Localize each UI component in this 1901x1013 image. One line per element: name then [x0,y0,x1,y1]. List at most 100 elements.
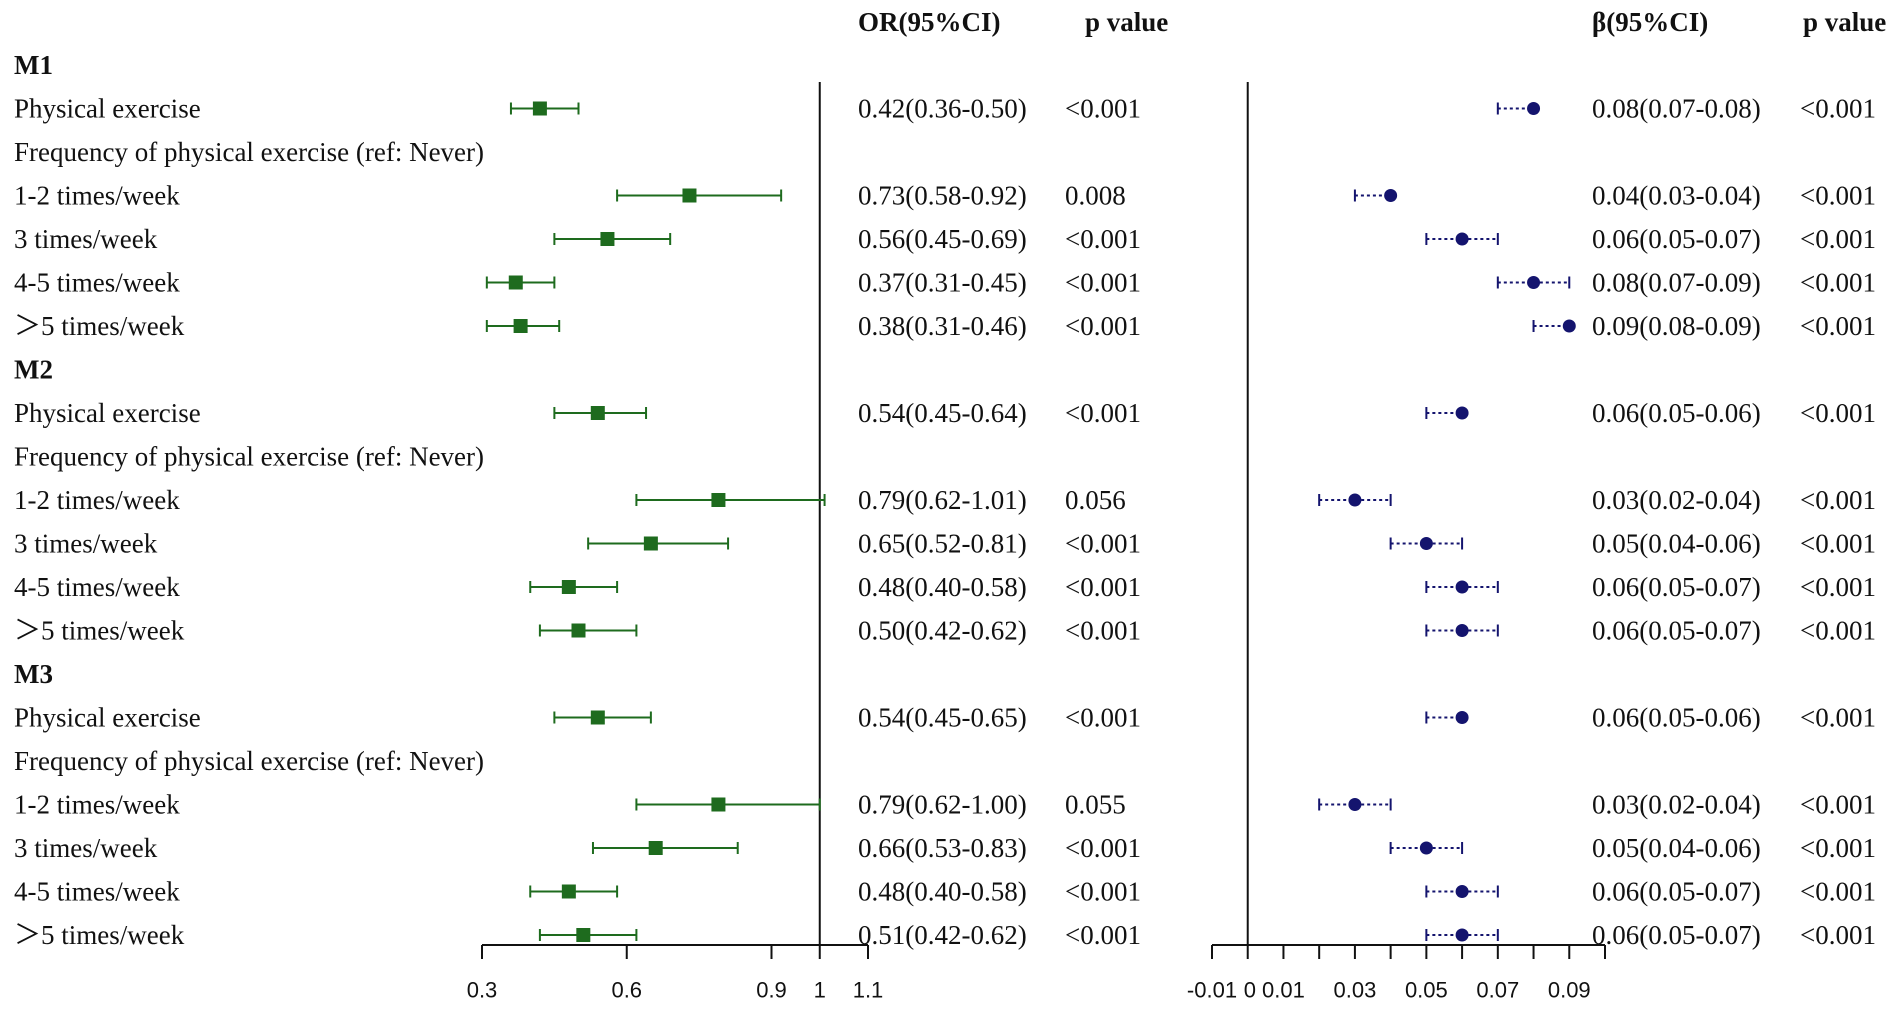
beta-p-value: <0.001 [1800,224,1876,254]
or-point-marker [711,493,726,507]
or-ci-text: 0.48(0.40-0.58) [858,572,1027,602]
or-x-tick-label: 1 [814,978,826,1003]
or-point-marker [682,188,697,203]
row-label: ＞5 times/week [14,311,185,341]
beta-ci-text: 0.06(0.05-0.07) [1592,224,1761,254]
row-label: ＞5 times/week [14,616,185,646]
row-label: Physical exercise [14,703,201,733]
row-label: 3 times/week [14,529,158,559]
or-p-value: <0.001 [1065,398,1141,428]
or-point-marker [571,623,586,638]
beta-ci-text: 0.03(0.02-0.04) [1592,790,1761,820]
beta-point-marker [1527,276,1541,289]
or-ci-text: 0.54(0.45-0.65) [858,703,1027,733]
beta-point-marker [1348,798,1362,811]
or-p-value: 0.055 [1065,790,1126,820]
or-p-value: <0.001 [1065,529,1141,559]
beta-p-value: <0.001 [1800,485,1876,515]
beta-ci-text: 0.05(0.04-0.06) [1592,529,1761,559]
beta-point-marker [1455,928,1469,942]
beta-ci-text: 0.09(0.08-0.09) [1592,311,1761,341]
row-label: 1-2 times/week [14,181,180,211]
beta-point-marker [1455,885,1469,898]
beta-p-value: <0.001 [1800,703,1876,733]
or-ci-text: 0.51(0.42-0.62) [858,920,1027,950]
or-p-value: <0.001 [1065,833,1141,863]
or-point-marker [590,710,605,725]
or-ci-text: 0.54(0.45-0.64) [858,398,1027,428]
beta-p-value: <0.001 [1800,790,1876,820]
beta-point-marker [1562,319,1576,333]
beta-p-value: <0.001 [1800,572,1876,602]
beta-p-value: <0.001 [1800,920,1876,950]
row-label: 4-5 times/week [14,268,180,298]
or-p-value-header: p value [1085,7,1168,37]
row-label: 1-2 times/week [14,485,180,515]
or-point-marker [600,232,615,246]
or-ci-text: 0.65(0.52-0.81) [858,529,1027,559]
or-point-marker [513,319,528,333]
beta-p-value: <0.001 [1800,94,1876,124]
beta-x-tick-label: 0.09 [1548,978,1591,1003]
or-p-value: <0.001 [1065,311,1141,341]
beta-ci-text: 0.03(0.02-0.04) [1592,485,1761,515]
or-x-tick-label: 1.1 [853,978,884,1003]
beta-p-value: <0.001 [1800,616,1876,646]
or-ci-text: 0.79(0.62-1.00) [858,790,1027,820]
or-point-marker [561,884,576,899]
row-label: Physical exercise [14,94,201,124]
beta-x-tick-label: 0.03 [1333,978,1376,1003]
beta-x-tick-label: 0.05 [1405,978,1448,1003]
beta-ci-text: 0.06(0.05-0.06) [1592,703,1761,733]
beta-point-marker [1527,102,1541,115]
beta-x-tick-label: -0.01 [1187,978,1237,1003]
subheader-label: Frequency of physical exercise (ref: Nev… [14,442,484,472]
model-group-label: M1 [14,50,53,80]
or-x-tick-label: 0.6 [611,978,642,1003]
beta-point-marker [1455,406,1469,420]
or-ci-header: OR(95%CI) [858,7,1001,37]
or-point-marker [532,101,547,116]
beta-point-marker [1455,580,1469,594]
or-p-value: <0.001 [1065,268,1141,298]
or-point-marker [711,797,726,812]
beta-ci-text: 0.06(0.05-0.07) [1592,572,1761,602]
beta-p-value: <0.001 [1800,268,1876,298]
beta-p-value: <0.001 [1800,877,1876,907]
or-point-marker [576,928,591,942]
or-ci-text: 0.73(0.58-0.92) [858,181,1027,211]
row-label: 1-2 times/week [14,790,180,820]
or-ci-text: 0.38(0.31-0.46) [858,311,1027,341]
beta-point-marker [1455,711,1469,724]
beta-ci-text: 0.05(0.04-0.06) [1592,833,1761,863]
row-label: 4-5 times/week [14,572,180,602]
beta-ci-text: 0.06(0.05-0.07) [1592,616,1761,646]
or-ci-text: 0.50(0.42-0.62) [858,616,1027,646]
model-group-label: M3 [14,659,53,689]
beta-point-marker [1419,841,1433,855]
row-label: Physical exercise [14,398,201,428]
row-label: ＞5 times/week [14,920,185,950]
beta-ci-text: 0.04(0.03-0.04) [1592,181,1761,211]
or-p-value: <0.001 [1065,703,1141,733]
beta-point-marker [1455,232,1469,246]
beta-p-value: <0.001 [1800,833,1876,863]
beta-ci-text: 0.06(0.05-0.07) [1592,920,1761,950]
beta-p-value: <0.001 [1800,398,1876,428]
beta-ci-text: 0.08(0.07-0.09) [1592,268,1761,298]
beta-ci-header: β(95%CI) [1592,7,1708,37]
or-x-tick-label: 0.9 [756,978,787,1003]
beta-ci-text: 0.06(0.05-0.07) [1592,877,1761,907]
row-label: 4-5 times/week [14,877,180,907]
or-p-value: 0.008 [1065,181,1126,211]
or-x-tick-label: 0.3 [467,978,498,1003]
subheader-label: Frequency of physical exercise (ref: Nev… [14,746,484,776]
or-p-value: <0.001 [1065,920,1141,950]
beta-p-value: <0.001 [1800,311,1876,341]
or-ci-text: 0.48(0.40-0.58) [858,877,1027,907]
beta-ci-text: 0.08(0.07-0.08) [1592,94,1761,124]
model-group-label: M2 [14,355,53,385]
row-label: 3 times/week [14,224,158,254]
beta-p-value: <0.001 [1800,529,1876,559]
